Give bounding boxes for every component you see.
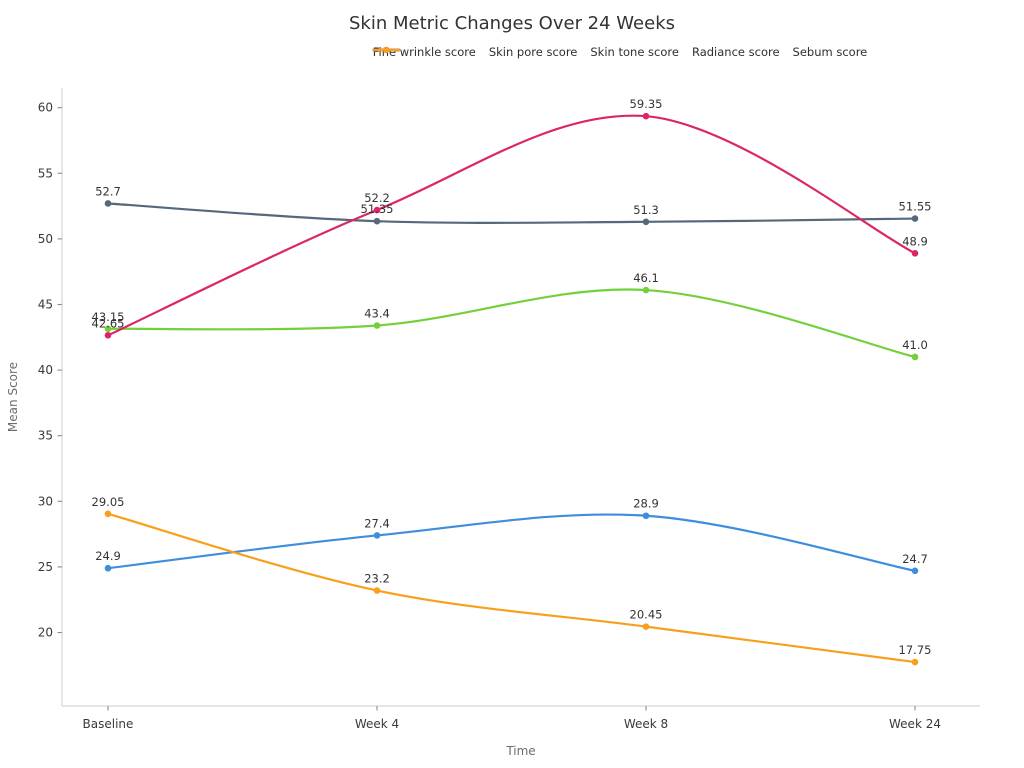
data-label: 48.9 xyxy=(902,234,928,248)
data-point xyxy=(642,218,650,226)
line-series xyxy=(106,513,917,572)
line-series xyxy=(106,114,917,337)
data-label: 51.55 xyxy=(899,200,932,214)
data-point xyxy=(373,217,381,225)
data-label: 17.75 xyxy=(899,643,932,657)
data-label: 52.7 xyxy=(95,184,121,198)
data-point xyxy=(373,206,381,214)
legend-label: Radiance score xyxy=(691,45,780,59)
legend-label: Fine wrinkle score xyxy=(372,45,476,59)
data-point xyxy=(642,286,650,294)
data-point xyxy=(642,512,650,520)
data-point xyxy=(104,332,112,339)
chart-legend: Fine wrinkle score Skin pore score Skin to… xyxy=(372,45,868,59)
y-tick-label: 20 xyxy=(38,626,53,640)
data-label: 42.65 xyxy=(92,316,125,330)
data-point xyxy=(104,564,112,572)
data-point xyxy=(911,353,919,361)
x-axis-title: Time xyxy=(506,744,536,758)
legend-label: Sebum score xyxy=(792,45,868,59)
line-series xyxy=(106,202,917,224)
data-label: 51.35 xyxy=(361,202,394,216)
data-label: 52.2 xyxy=(364,191,390,205)
x-tick-label: Baseline xyxy=(83,717,134,731)
data-point xyxy=(911,250,919,257)
data-point xyxy=(911,658,919,666)
data-label: 23.2 xyxy=(364,572,390,586)
x-tick-label: Week 24 xyxy=(889,717,941,731)
data-label: 27.4 xyxy=(364,516,390,530)
line-series xyxy=(106,288,917,359)
legend-item: Sebum score xyxy=(372,45,868,59)
data-point xyxy=(373,587,381,594)
data-label: 41.0 xyxy=(902,338,928,352)
line-series xyxy=(106,512,917,664)
legend-label: Skin tone score xyxy=(590,45,679,59)
y-tick-label: 40 xyxy=(38,363,53,377)
data-point xyxy=(104,510,112,518)
data-label: 20.45 xyxy=(630,608,663,622)
y-tick-label: 25 xyxy=(38,560,53,574)
y-tick-label: 30 xyxy=(38,494,53,508)
data-label: 24.9 xyxy=(95,549,121,563)
x-tick-label: Week 8 xyxy=(624,717,668,731)
data-label: 59.35 xyxy=(630,97,663,111)
data-point xyxy=(373,532,381,539)
data-label: 51.3 xyxy=(633,203,659,217)
y-axis-title: Mean Score xyxy=(6,361,20,433)
data-label: 28.9 xyxy=(633,497,659,511)
data-label: 24.7 xyxy=(902,552,928,566)
data-point xyxy=(373,322,381,329)
data-point xyxy=(642,623,650,630)
chart-title: Skin Metric Changes Over 24 Weeks xyxy=(348,13,676,34)
legend-marker-icon xyxy=(372,46,400,54)
data-point xyxy=(911,567,919,575)
data-point xyxy=(911,215,919,222)
data-label: 29.05 xyxy=(92,495,125,509)
y-tick-label: 50 xyxy=(38,232,53,246)
y-tick-label: 60 xyxy=(38,101,53,115)
y-tick-label: 55 xyxy=(38,166,53,180)
y-tick-label: 45 xyxy=(38,297,53,311)
data-label: 46.1 xyxy=(633,271,659,285)
data-point xyxy=(104,325,112,333)
data-point xyxy=(642,112,650,120)
data-label: 43.4 xyxy=(364,306,390,320)
data-label: 43.15 xyxy=(92,310,125,324)
legend-label: Skin pore score xyxy=(488,45,578,59)
y-tick-label: 35 xyxy=(38,429,53,443)
data-point xyxy=(104,200,112,207)
x-tick-label: Week 4 xyxy=(355,717,399,731)
